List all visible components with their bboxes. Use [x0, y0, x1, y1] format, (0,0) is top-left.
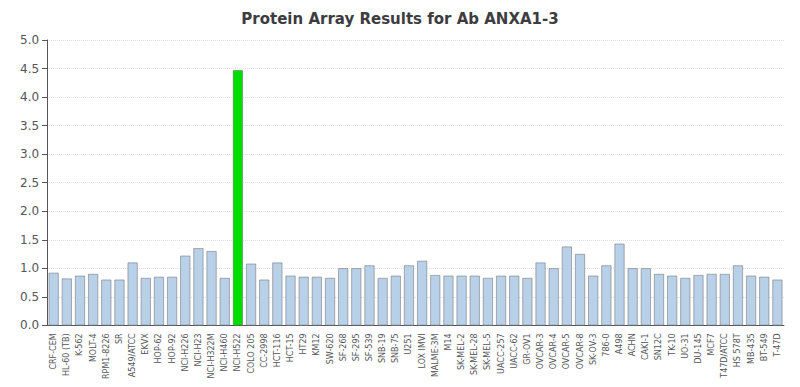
svg-text:OVCAR-4: OVCAR-4: [549, 333, 558, 369]
svg-text:NCI-H322M: NCI-H322M: [207, 333, 216, 378]
svg-text:3.0: 3.0: [20, 147, 39, 161]
svg-text:5.0: 5.0: [20, 33, 39, 47]
svg-text:Protein Array Results for Ab A: Protein Array Results for Ab ANXA1-3: [241, 10, 558, 28]
svg-text:T-47D: T-47D: [773, 333, 782, 357]
svg-text:SF-268: SF-268: [339, 333, 348, 361]
svg-text:CAKI-1: CAKI-1: [641, 333, 650, 360]
svg-text:OVCAR-5: OVCAR-5: [562, 333, 571, 369]
svg-text:2.0: 2.0: [20, 204, 39, 218]
svg-text:786-0: 786-0: [602, 333, 611, 356]
svg-text:HCT-15: HCT-15: [286, 333, 295, 362]
svg-text:HL-60 (TB): HL-60 (TB): [62, 333, 71, 376]
svg-text:HOP-62: HOP-62: [154, 333, 163, 363]
svg-text:1.0: 1.0: [20, 261, 39, 275]
svg-text:SF-295: SF-295: [352, 333, 361, 361]
svg-text:RPM1-8226: RPM1-8226: [102, 333, 111, 379]
svg-text:4.5: 4.5: [20, 62, 39, 76]
svg-text:HT29: HT29: [299, 333, 308, 354]
svg-text:SF-539: SF-539: [365, 333, 374, 361]
svg-text:SK-MEL-2: SK-MEL-2: [457, 333, 466, 370]
svg-text:SK-MEL-28: SK-MEL-28: [470, 333, 479, 375]
svg-text:0.5: 0.5: [20, 290, 39, 304]
svg-text:A498: A498: [615, 333, 624, 354]
svg-text:TK-10: TK-10: [668, 333, 677, 356]
svg-text:ACHN: ACHN: [628, 333, 637, 356]
svg-text:MOLT-4: MOLT-4: [89, 333, 98, 362]
svg-text:LOX IMVI: LOX IMVI: [418, 333, 427, 368]
svg-text:2.5: 2.5: [20, 176, 39, 190]
svg-text:T47D/ATCC: T47D/ATCC: [720, 333, 729, 379]
svg-text:SN12C: SN12C: [654, 333, 663, 360]
svg-text:UACC-257: UACC-257: [497, 333, 506, 374]
svg-text:U251: U251: [404, 333, 413, 354]
svg-text:KM12: KM12: [312, 333, 321, 355]
svg-text:BT-549: BT-549: [760, 333, 769, 361]
svg-text:MALME-3M: MALME-3M: [431, 333, 440, 377]
svg-text:CRF-CEM: CRF-CEM: [49, 333, 58, 369]
svg-text:SK-MEL-5: SK-MEL-5: [483, 333, 492, 370]
svg-text:M14: M14: [444, 333, 453, 350]
svg-text:COLO 205: COLO 205: [247, 333, 256, 373]
svg-text:SK-OV-3: SK-OV-3: [589, 333, 598, 365]
svg-text:NCI-H226: NCI-H226: [181, 333, 190, 371]
svg-text:A549/ATCC: A549/ATCC: [128, 333, 137, 377]
svg-text:1.5: 1.5: [20, 233, 39, 247]
svg-text:MCF7: MCF7: [707, 333, 716, 355]
svg-text:4.0: 4.0: [20, 90, 39, 104]
svg-text:SNB-75: SNB-75: [391, 333, 400, 363]
svg-text:OVCAR-8: OVCAR-8: [576, 333, 585, 369]
svg-text:HOP-92: HOP-92: [168, 333, 177, 363]
svg-text:DU-145: DU-145: [694, 333, 703, 363]
svg-text:UACC-62: UACC-62: [510, 333, 519, 368]
svg-text:3.5: 3.5: [20, 119, 39, 133]
svg-text:K-562: K-562: [75, 333, 84, 356]
svg-text:SNB-19: SNB-19: [378, 333, 387, 363]
svg-text:HCT-116: HCT-116: [273, 333, 282, 367]
svg-text:NCI-H522: NCI-H522: [233, 333, 242, 371]
svg-text:CC-2998: CC-2998: [260, 333, 269, 367]
svg-text:MB-435: MB-435: [747, 333, 756, 364]
svg-text:UO-31: UO-31: [681, 333, 690, 358]
svg-text:GR-OV1: GR-OV1: [523, 333, 532, 364]
svg-text:EKVX: EKVX: [141, 333, 150, 355]
svg-text:HS 578T: HS 578T: [733, 333, 742, 367]
svg-text:0.0: 0.0: [20, 318, 39, 332]
svg-text:SW-620: SW-620: [326, 333, 335, 364]
svg-text:NCI-H23: NCI-H23: [194, 333, 203, 366]
svg-text:OVCAR-3: OVCAR-3: [536, 333, 545, 369]
svg-text:SR: SR: [115, 333, 124, 344]
svg-text:NCI-H460: NCI-H460: [220, 333, 229, 371]
